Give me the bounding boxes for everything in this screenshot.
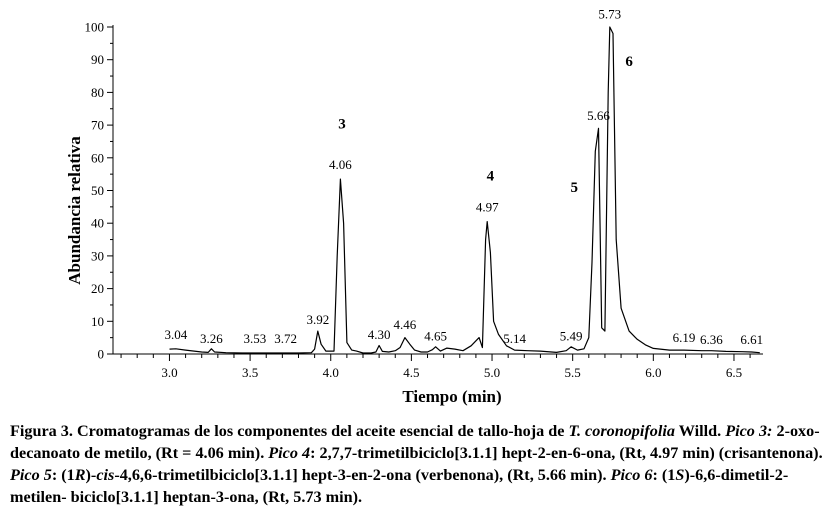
peak-label: 6.36 xyxy=(700,332,723,347)
y-tick-label: 100 xyxy=(85,20,105,35)
peak-label: 6.19 xyxy=(673,330,696,345)
peak-label: 4.30 xyxy=(368,327,391,342)
y-tick-label: 40 xyxy=(91,216,104,231)
caption-p6-label: Pico 6 xyxy=(610,466,653,484)
peak-label: 5.49 xyxy=(560,329,583,344)
y-tick-label: 60 xyxy=(91,150,104,165)
caption-p4-text: : 2,7,7-trimetilbiciclo[3.1.1] hept-2-en… xyxy=(310,444,823,462)
caption-p5-r: R xyxy=(74,466,86,484)
x-tick-label: 5.5 xyxy=(565,365,581,380)
peak-number: 6 xyxy=(625,54,633,70)
caption-p6-text-a: : (1 xyxy=(652,466,676,484)
y-tick-label: 80 xyxy=(91,85,104,100)
caption-p5-text-b: )- xyxy=(85,466,97,484)
caption-species: T. coronopifolia xyxy=(568,422,675,440)
x-tick-label: 3.5 xyxy=(242,365,258,380)
peak-label: 4.65 xyxy=(424,329,447,344)
y-axis-label: Abundancia relativa xyxy=(65,136,84,285)
caption-author: Willd. xyxy=(674,422,722,440)
x-tick-label: 4.5 xyxy=(403,365,419,380)
y-tick-label: 20 xyxy=(91,281,104,296)
y-tick-label: 50 xyxy=(91,183,104,198)
peak-label: 3.92 xyxy=(306,312,329,327)
caption-title: Figura 3. Cromatogramas de los component… xyxy=(10,422,569,440)
peak-label: 5.66 xyxy=(587,108,610,123)
peak-number: 3 xyxy=(338,116,346,132)
chromatogram-svg: 0 10 20 30 40 50 60 70 80 90 100 3.0 3.5 4.0 4.5 5.0 5.5… xyxy=(65,6,763,406)
series-line xyxy=(169,26,760,354)
figure-caption: Figura 3. Cromatogramas de los component… xyxy=(10,420,825,508)
caption-p5-label: Pico 5 xyxy=(10,466,52,484)
peak-label: 3.04 xyxy=(165,327,188,342)
y-tick-label: 0 xyxy=(98,347,105,362)
caption-p6-s: S xyxy=(675,466,685,484)
y-tick-label: 70 xyxy=(91,118,104,133)
peak-label: 6.61 xyxy=(740,332,763,347)
y-tick-label: 10 xyxy=(91,314,104,329)
chromatogram-chart: 0 10 20 30 40 50 60 70 80 90 100 3.0 3.5 4.0 4.5 5.0 5.5… xyxy=(65,6,763,406)
peak-label: 3.53 xyxy=(244,331,267,346)
x-tick-label: 5.0 xyxy=(484,365,500,380)
peak-number: 5 xyxy=(571,180,579,196)
caption-p5-text-c: -4,6,6-trimetilbiciclo[3.1.1] hept-3-en-… xyxy=(114,466,611,484)
peak-label: 3.26 xyxy=(200,331,223,346)
caption-p5-text-a: : (1 xyxy=(51,466,75,484)
caption-p5-cis: cis xyxy=(96,466,115,484)
peak-label: 4.46 xyxy=(394,317,417,332)
peak-label: 3.72 xyxy=(274,331,297,346)
caption-p3-text: 2-oxo-decanoato de metilo, (Rt = 4.06 mi… xyxy=(10,422,820,462)
peak-number: 4 xyxy=(487,169,495,185)
peak-label: 4.97 xyxy=(476,199,499,214)
x-tick-label: 3.0 xyxy=(161,365,177,380)
peak-label: 5.14 xyxy=(503,331,526,346)
caption-p4-label: Pico 4 xyxy=(268,444,311,462)
y-tick-label: 90 xyxy=(91,52,104,67)
x-tick-label: 6.0 xyxy=(645,365,661,380)
caption-p6-text-b: )-6,6-dimetil-2-metilen- biciclo[3.1.1] … xyxy=(10,466,789,506)
peak-label: 4.06 xyxy=(329,157,352,172)
y-tick-label: 30 xyxy=(91,248,104,263)
x-tick-label: 4.0 xyxy=(323,365,339,380)
peak-label: 5.73 xyxy=(598,6,621,21)
x-axis-label: Tiempo (min) xyxy=(402,387,501,406)
caption-p3-label: Pico 3: xyxy=(725,422,773,440)
x-tick-label: 6.5 xyxy=(726,365,742,380)
